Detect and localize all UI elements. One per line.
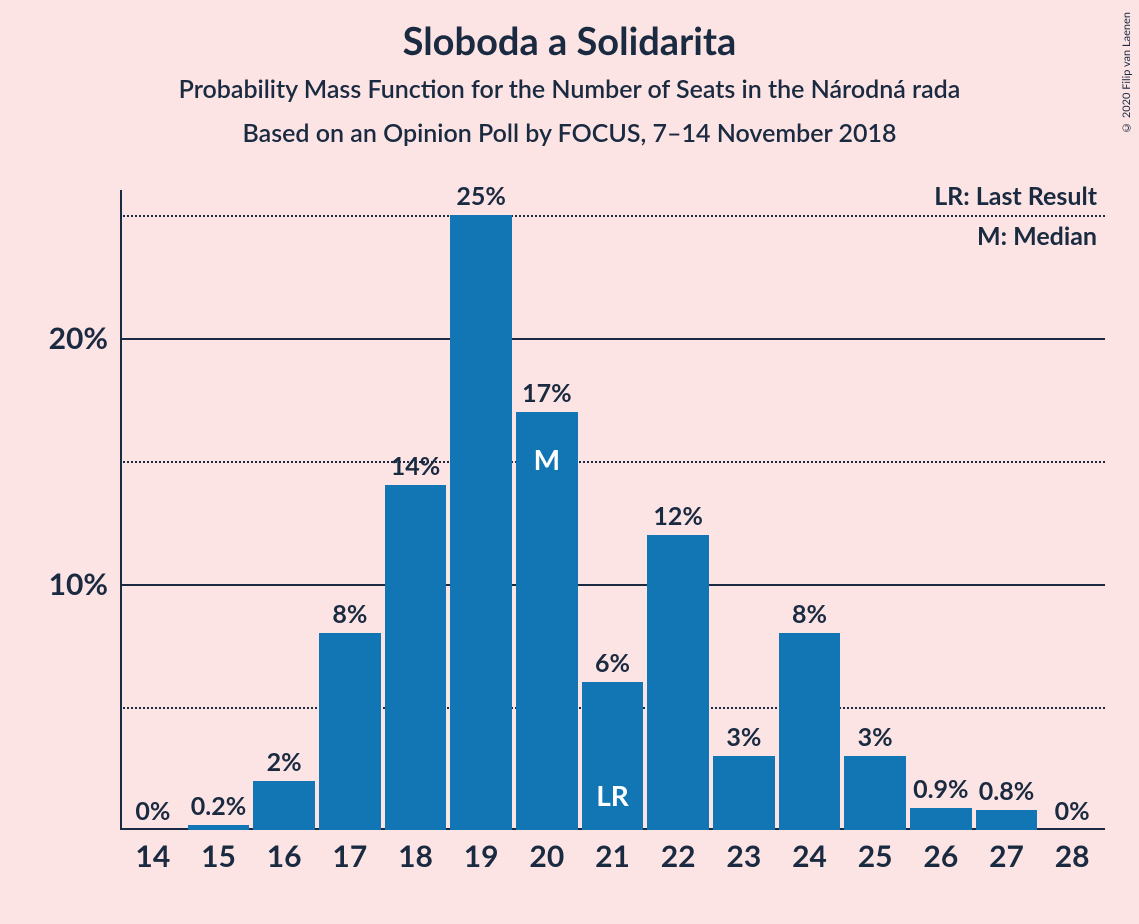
bar-value-label: 6%: [595, 648, 630, 678]
chart-subtitle-1: Probability Mass Function for the Number…: [0, 74, 1139, 104]
bar-value-label: 14%: [391, 451, 441, 481]
chart-subtitle-2: Based on an Opinion Poll by FOCUS, 7–14 …: [0, 118, 1139, 148]
x-tick-label: 20: [529, 838, 564, 874]
bar-value-label: 12%: [653, 501, 703, 531]
x-tick-label: 23: [726, 838, 761, 874]
bar-value-label: 0.8%: [979, 776, 1034, 806]
bar-value-label: 0.2%: [191, 791, 246, 821]
x-tick-label: 27: [989, 838, 1024, 874]
chart-area: 0%0.2%2%8%14%25%17%M6%LR12%3%8%3%0.9%0.8…: [120, 190, 1105, 830]
x-tick-label: 28: [1055, 838, 1090, 874]
bar: 8%: [779, 633, 841, 830]
bar: 3%: [844, 756, 906, 830]
last-result-marker: LR: [596, 778, 629, 812]
x-tick-label: 19: [464, 838, 499, 874]
bar: 12%: [647, 535, 709, 830]
bar: 8%: [319, 633, 381, 830]
legend-last-result: LR: Last Result: [934, 181, 1097, 211]
x-tick-label: 24: [792, 838, 827, 874]
y-tick-label: 20%: [49, 320, 108, 356]
bar: 2%: [253, 781, 315, 830]
bar-value-label: 17%: [522, 378, 572, 408]
bar: 25%: [450, 215, 512, 830]
bar: 0.2%: [188, 825, 250, 830]
y-tick-label: 10%: [49, 566, 108, 602]
legend-median: M: Median: [977, 221, 1097, 251]
bar: 6%LR: [582, 682, 644, 830]
bar-value-label: 2%: [267, 747, 302, 777]
bars-container: 0%0.2%2%8%14%25%17%M6%LR12%3%8%3%0.9%0.8…: [120, 190, 1105, 830]
copyright-label: © 2020 Filip van Laenen: [1120, 12, 1133, 134]
x-tick-label: 15: [201, 838, 236, 874]
x-tick-label: 22: [661, 838, 696, 874]
bar-value-label: 8%: [332, 599, 367, 629]
x-tick-label: 18: [398, 838, 433, 874]
x-tick-label: 14: [135, 838, 170, 874]
bar: 0.8%: [976, 810, 1038, 830]
x-tick-label: 16: [267, 838, 302, 874]
chart-title: Sloboda a Solidarita: [0, 0, 1139, 64]
bar-value-label: 25%: [456, 181, 506, 211]
bar: 3%: [713, 756, 775, 830]
bar: 0.9%: [910, 808, 972, 830]
bar-value-label: 8%: [792, 599, 827, 629]
bar-value-label: 0.9%: [913, 774, 968, 804]
bar-value-label: 0%: [1055, 796, 1090, 826]
x-tick-label: 25: [858, 838, 893, 874]
x-tick-label: 21: [595, 838, 630, 874]
bar: 17%M: [516, 412, 578, 830]
bar-value-label: 0%: [135, 796, 170, 826]
bar-value-label: 3%: [858, 722, 893, 752]
x-tick-label: 26: [923, 838, 958, 874]
x-tick-label: 17: [332, 838, 367, 874]
bar: 14%: [385, 485, 447, 830]
bar-value-label: 3%: [726, 722, 761, 752]
median-marker: M: [534, 442, 560, 476]
